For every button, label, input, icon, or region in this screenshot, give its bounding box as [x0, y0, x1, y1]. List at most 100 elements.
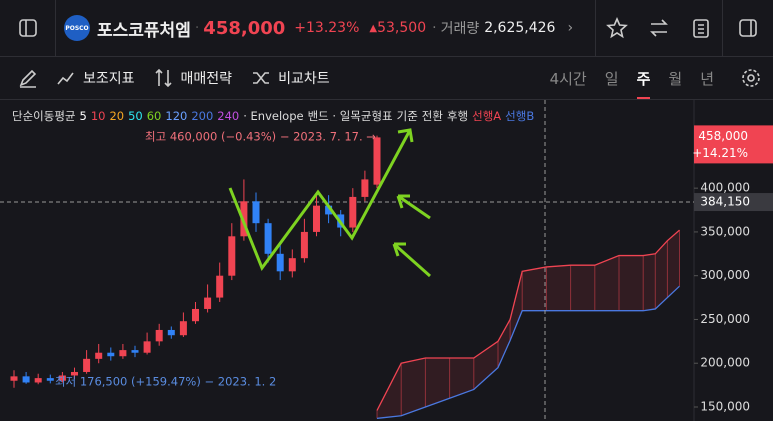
period-button[interactable]: 일	[604, 69, 619, 88]
candle-body	[167, 329, 175, 336]
last-price-label: 458,000	[698, 129, 748, 143]
period-button[interactable]: 주	[636, 57, 651, 99]
candle-body	[143, 341, 151, 353]
span-a-line	[376, 229, 680, 411]
crosshair-label: 384,150	[700, 195, 750, 209]
candle-body	[71, 371, 78, 376]
candle-body	[373, 137, 381, 185]
legend-item: 후행	[446, 109, 469, 123]
toolbar: 보조지표 매매전략 비교차트 4시간 일 주 월 년	[0, 57, 773, 100]
y-tick-label: 300,000	[700, 268, 750, 282]
annotation-arrowhead	[396, 194, 410, 209]
change-abs: 53,500	[377, 20, 427, 36]
more-button[interactable]: ›	[567, 20, 574, 36]
candle-body	[22, 376, 30, 383]
candle-body	[155, 329, 163, 342]
period-button[interactable]: 년	[700, 69, 714, 88]
memo-button[interactable]	[680, 0, 722, 56]
crosshair-tag	[694, 193, 773, 212]
y-tick-label: 150,000	[700, 399, 750, 413]
candle-body	[83, 358, 91, 372]
panel-button[interactable]	[722, 0, 773, 56]
candle-body	[58, 375, 66, 381]
candle-body	[179, 321, 187, 336]
candle-body	[34, 378, 42, 383]
candle-body	[361, 179, 369, 197]
legend-item: · Envelope	[243, 109, 304, 123]
candle-body	[204, 297, 212, 309]
swap-button[interactable]	[638, 0, 680, 56]
candle-body	[349, 196, 357, 228]
legend-item: 50	[128, 109, 143, 123]
draw-button[interactable]	[0, 57, 55, 99]
legend-item: 기준	[396, 109, 418, 123]
tools: 보조지표 매매전략 비교차트	[55, 67, 340, 89]
candle-body	[95, 352, 103, 359]
span-b-line	[376, 285, 680, 420]
candle-body	[276, 253, 284, 272]
annotation-arrowhead	[392, 242, 406, 257]
candle-body	[228, 236, 236, 276]
period-button[interactable]: 월	[668, 69, 683, 88]
sidebar-button[interactable]	[0, 0, 56, 56]
candle-body	[264, 223, 272, 254]
annotation-arrowhead	[397, 128, 414, 143]
candle-body	[252, 201, 260, 224]
candle-body	[131, 350, 139, 353]
legend-item: 5	[79, 109, 87, 123]
tool-label: 보조지표	[83, 71, 135, 87]
settings-button[interactable]	[728, 57, 773, 99]
legend: 단순이동평균 5 10 20 50 60 120 200 240 · Envelope 밴드 · 일…	[12, 108, 538, 124]
y-tick-label: 400,000	[700, 181, 750, 195]
annotation-arrow	[397, 194, 431, 220]
volume-label: 거래량	[440, 21, 480, 37]
legend-item: 240	[217, 109, 240, 123]
candle-body	[325, 205, 333, 215]
tool-icon	[253, 72, 270, 84]
tool-icon	[57, 72, 74, 85]
stock-name: 포스코퓨처엠	[97, 20, 191, 41]
legend-item: 20	[109, 109, 125, 123]
change-pct: +13.23%	[294, 20, 360, 36]
price: 458,000	[203, 17, 286, 39]
chart: 150,000 200,000 250,000 300,000 350,000 400,0…	[0, 100, 773, 421]
high-note: 최고 460,000 (−0.43%) − 2023. 7. 17. →	[145, 130, 376, 144]
candle-body	[46, 378, 54, 381]
tool-label: 비교차트	[278, 71, 330, 87]
y-tick-label: 250,000	[700, 312, 750, 326]
annotation-arrow	[228, 129, 412, 272]
annotation-arrow	[393, 242, 431, 278]
legend-item: 60	[146, 109, 162, 123]
candle-body	[288, 258, 296, 272]
cloud-fill	[377, 230, 680, 419]
period-button[interactable]: 4시간	[549, 69, 587, 88]
volume: 2,625,426	[484, 20, 556, 36]
y-tick-label: 350,000	[700, 224, 750, 238]
low-note: 최저 176,500 (+159.47%) − 2023. 1. 2	[55, 375, 276, 389]
tool-icon	[154, 68, 172, 88]
legend-item: 10	[90, 109, 106, 123]
y-tick-label: 200,000	[700, 356, 750, 370]
last-price-tag	[694, 125, 773, 164]
candle-body	[300, 231, 308, 259]
tool-button[interactable]: 보조지표	[55, 67, 135, 89]
candle-body	[192, 308, 199, 322]
candle-body	[119, 350, 127, 357]
legend-item: 선행B	[505, 109, 535, 123]
header: POSCO 포스코퓨처엠 · 458,000 +13.23% ▲ 53,500 …	[0, 0, 773, 57]
periods: 4시간 일 주 월 년	[550, 57, 714, 99]
logo: POSCO	[64, 15, 90, 41]
last-change-label: +14.21%	[692, 146, 748, 160]
favorite-button[interactable]	[596, 0, 638, 56]
header-icons	[595, 0, 773, 56]
tool-button[interactable]: 매매전략	[153, 67, 233, 89]
tool-button[interactable]: 비교차트	[250, 67, 330, 89]
candle-body	[107, 352, 115, 357]
legend-item: 200	[191, 109, 214, 123]
legend-item: 단순이동평균	[12, 109, 76, 123]
candle-body	[313, 205, 320, 232]
candle-body	[216, 275, 224, 298]
candle-body	[10, 376, 18, 381]
tool-label: 매매전략	[180, 71, 233, 87]
